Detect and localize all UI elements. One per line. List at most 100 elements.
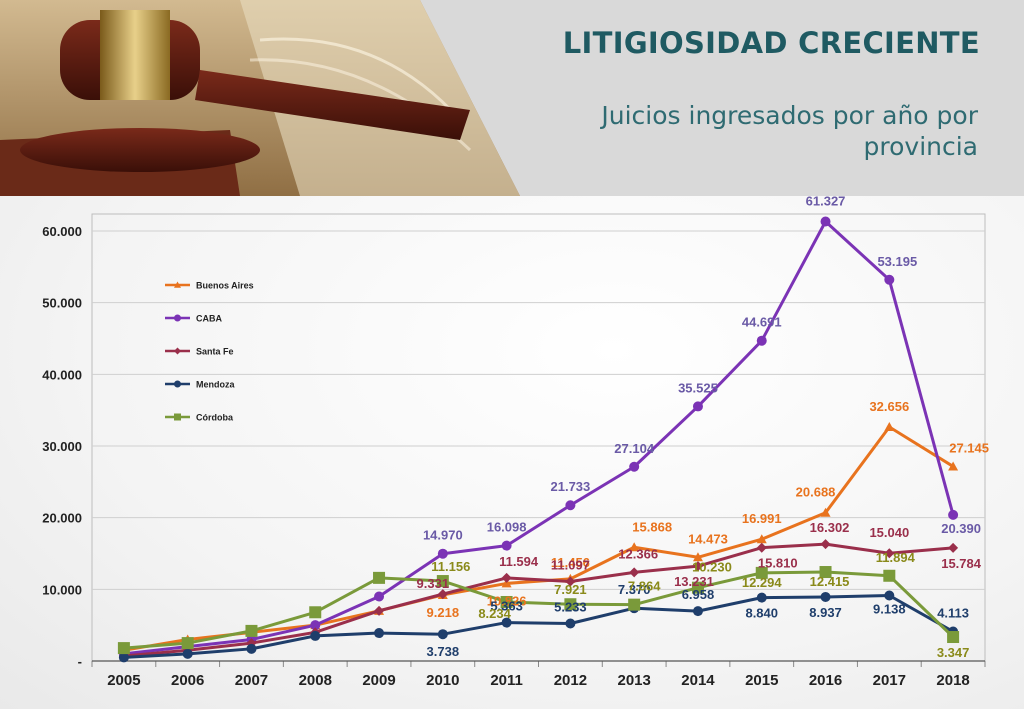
x-tick-label: 2009 (362, 672, 395, 689)
data-label: 8.937 (809, 605, 842, 620)
x-tick-label: 2015 (745, 672, 778, 689)
data-point (819, 566, 832, 579)
y-axis-ticks: - 10.000 20.000 30.000 40.000 50.000 60.000 (42, 224, 82, 669)
data-point (374, 591, 385, 602)
series-line (123, 219, 955, 656)
series-line (123, 594, 954, 659)
data-point (756, 335, 767, 346)
data-point (947, 631, 960, 644)
data-label: 20.390 (941, 521, 981, 536)
data-label: 15.810 (758, 556, 798, 571)
data-label: 27.104 (614, 441, 655, 456)
data-point (501, 572, 512, 583)
data-point (948, 509, 959, 520)
data-point (501, 578, 512, 588)
x-tick-label: 2011 (490, 672, 523, 689)
legend: Buenos Aires CABA Santa Fe Mendoza Córdoba (165, 281, 254, 423)
data-point (755, 566, 768, 579)
data-point (246, 643, 257, 654)
data-point (756, 542, 767, 553)
header-banner: LITIGIOSIDAD CRECIENTE Juicios ingresado… (0, 0, 1024, 196)
data-point (246, 638, 257, 649)
chart-area: - 10.000 20.000 30.000 40.000 50.000 60.000 20… (0, 196, 1024, 709)
legend-item: Santa Fe (165, 347, 234, 357)
data-label: 5.363 (490, 599, 523, 614)
legend-item: Mendoza (165, 380, 235, 390)
data-label: 5.233 (554, 599, 587, 614)
data-point (820, 216, 831, 227)
data-point (756, 592, 767, 603)
data-label: 6.958 (682, 587, 715, 602)
data-label: 14.970 (423, 528, 463, 543)
x-tick-label: 2006 (171, 672, 204, 689)
data-label: 35.525 (678, 380, 718, 395)
data-label: 16.302 (810, 520, 850, 535)
data-point (884, 590, 895, 601)
data-point (437, 589, 448, 600)
data-label: 32.656 (869, 399, 909, 414)
data-point (691, 581, 704, 594)
data-point (174, 413, 181, 421)
x-tick-label: 2013 (617, 672, 650, 689)
y-tick-label: - (78, 654, 82, 669)
data-point (437, 629, 448, 640)
data-point (565, 618, 576, 629)
data-point (174, 281, 181, 288)
series-santa-fe (118, 539, 959, 661)
x-tick-label: 2017 (873, 672, 906, 689)
data-point (182, 648, 193, 659)
series-line (123, 542, 954, 658)
legend-label: Buenos Aires (196, 281, 254, 291)
data-label: 11.594 (499, 554, 539, 569)
page-subtitle: Juicios ingresados por año por provincia (601, 101, 978, 161)
data-point (174, 347, 181, 355)
data-point (756, 534, 767, 544)
data-point (309, 606, 322, 619)
data-label: 11.894 (876, 550, 916, 565)
data-label: 15.040 (869, 525, 909, 540)
data-point (437, 548, 448, 559)
data-point (565, 500, 576, 511)
data-labels: 9.218 10.826 11.456 15.868 14.473 16.991 20.68… (417, 196, 989, 660)
data-label: 9.331 (417, 576, 450, 591)
data-point (820, 507, 831, 517)
data-point (310, 620, 321, 631)
line-chart: - 10.000 20.000 30.000 40.000 50.000 60.000 20… (42, 196, 989, 689)
data-label: 7.370 (618, 582, 651, 597)
data-point (501, 540, 512, 551)
data-label: 21.733 (551, 479, 591, 494)
data-label: 10.826 (487, 593, 527, 608)
x-tick-label: 2008 (299, 672, 332, 689)
x-tick-label: 2016 (809, 672, 842, 689)
data-point (628, 598, 641, 611)
data-label: 10.230 (692, 560, 732, 575)
data-point (820, 539, 831, 550)
data-point (692, 561, 703, 572)
data-label: 13.231 (674, 574, 714, 589)
data-point (373, 571, 386, 584)
data-label: 14.473 (688, 531, 728, 546)
data-label: 4.113 (937, 606, 969, 621)
data-point (564, 598, 577, 611)
data-point (629, 461, 640, 472)
legend-label: Santa Fe (196, 347, 234, 357)
series-lines (117, 216, 960, 663)
y-tick-label: 30.000 (42, 439, 82, 454)
data-label: 3.347 (937, 645, 970, 660)
data-point (820, 591, 831, 602)
data-point (629, 567, 640, 578)
data-point (117, 642, 130, 655)
x-tick-label: 2010 (426, 672, 459, 689)
data-point (310, 630, 321, 641)
gavel-photo (0, 0, 520, 196)
x-axis-ticks: 2005 2006 2007 2008 2009 2010 2011 2012 2013 2014… (107, 672, 970, 689)
data-label: 53.195 (877, 254, 917, 269)
data-label: 44.691 (742, 315, 782, 330)
data-point (181, 637, 194, 650)
data-label: 9.138 (873, 602, 906, 617)
data-label: 9.218 (427, 605, 460, 620)
data-label: 8.234 (478, 606, 511, 621)
series-line (123, 570, 955, 650)
data-label: 12.415 (810, 574, 850, 589)
data-point (374, 605, 385, 616)
